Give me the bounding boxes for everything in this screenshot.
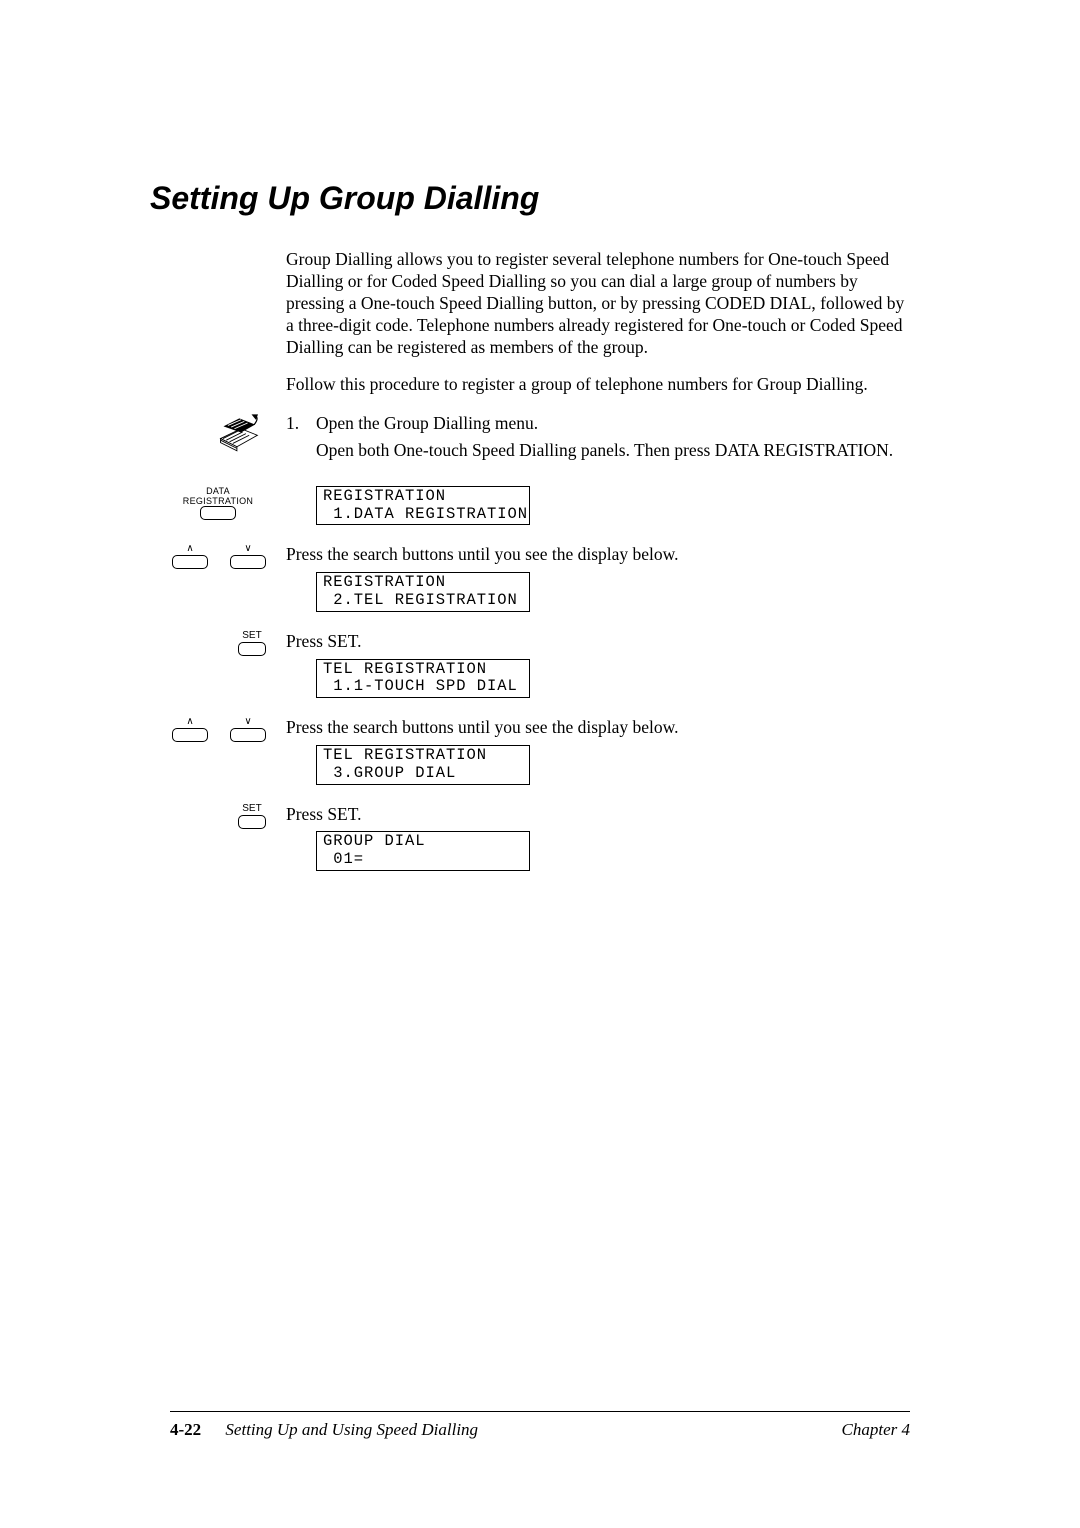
set-button[interactable] (238, 642, 266, 656)
step-number: 1. (286, 412, 316, 435)
lcd-display-2: REGISTRATION 2.TEL REGISTRATION (316, 572, 530, 612)
down-label-2: ∨ (244, 716, 251, 727)
search-down-button[interactable] (230, 555, 266, 569)
lcd-display-4: TEL REGISTRATION 3.GROUP DIAL (316, 745, 530, 785)
lcd-display-3: TEL REGISTRATION 1.1-TOUCH SPD DIAL (316, 659, 530, 699)
set-button-2[interactable] (238, 815, 266, 829)
step-1-text: Open the Group Dialling menu. (316, 413, 538, 433)
step-1: 1.Open the Group Dialling menu. (286, 412, 910, 435)
footer-chapter: Chapter 4 (842, 1420, 910, 1440)
page-heading: Setting Up Group Dialling (150, 180, 910, 217)
up-label-2: ∧ (186, 716, 193, 727)
lcd-display-5: GROUP DIAL 01= (316, 831, 530, 871)
search-down-button-2[interactable] (230, 728, 266, 742)
search-up-button-2[interactable] (172, 728, 208, 742)
down-label: ∨ (244, 543, 251, 554)
intro-paragraph-2: Follow this procedure to register a grou… (286, 374, 910, 396)
set-label-2: SET (242, 803, 261, 814)
page-footer: 4-22 Setting Up and Using Speed Dialling… (170, 1411, 910, 1440)
step-1-sub: Open both One-touch Speed Dialling panel… (316, 439, 910, 462)
footer-section-title: Setting Up and Using Speed Dialling (225, 1420, 478, 1439)
intro-paragraph-1: Group Dialling allows you to register se… (286, 249, 910, 358)
search-up-button[interactable] (172, 555, 208, 569)
search-instruction-2: Press the search buttons until you see t… (286, 716, 910, 739)
search-instruction-1: Press the search buttons until you see t… (286, 543, 910, 566)
press-set-2: Press SET. (286, 803, 910, 826)
data-registration-label: DATA REGISTRATION (170, 486, 266, 506)
footer-page-number: 4-22 (170, 1420, 201, 1439)
data-registration-button[interactable] (200, 506, 236, 520)
panel-icon (216, 414, 266, 459)
press-set-1: Press SET. (286, 630, 910, 653)
up-label: ∧ (186, 543, 193, 554)
set-label: SET (242, 630, 261, 641)
lcd-display-1: REGISTRATION 1.DATA REGISTRATION (316, 486, 530, 526)
